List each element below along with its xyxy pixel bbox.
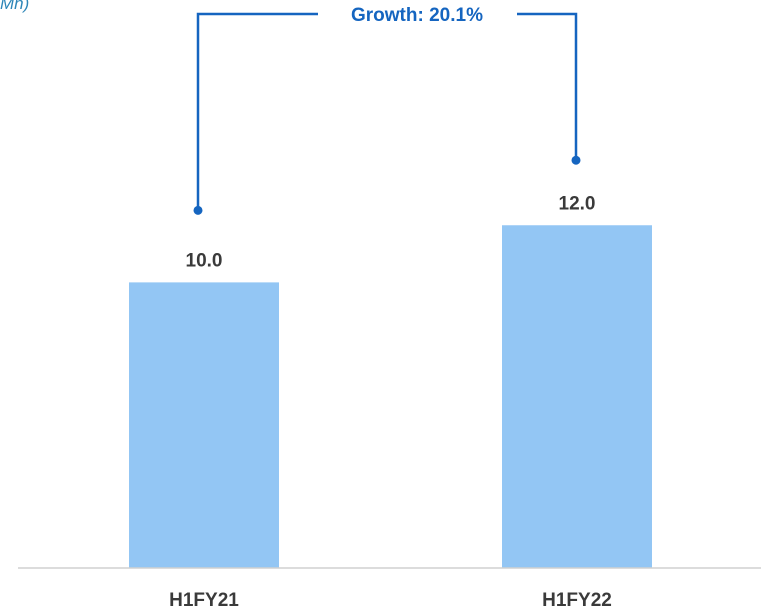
category-label: H1FY21 xyxy=(169,590,239,611)
growth-marker-start xyxy=(193,205,203,215)
growth-marker-end xyxy=(571,155,581,165)
bars-layer xyxy=(129,225,652,569)
growth-annotation: Growth: 20.1% xyxy=(193,5,581,215)
growth-annotation-label: Growth: 20.1% xyxy=(351,5,483,26)
labels-layer: 10.0 H1FY21 12.0 H1FY22 xyxy=(169,193,612,611)
value-label: 10.0 xyxy=(186,250,223,271)
growth-bracket-line xyxy=(196,12,578,211)
bar-H1FY22 xyxy=(502,225,652,569)
chart-unit-fragment: Mn) xyxy=(0,0,29,13)
value-label: 12.0 xyxy=(559,193,596,214)
category-label: H1FY22 xyxy=(542,590,612,611)
bar-H1FY21 xyxy=(129,282,279,568)
